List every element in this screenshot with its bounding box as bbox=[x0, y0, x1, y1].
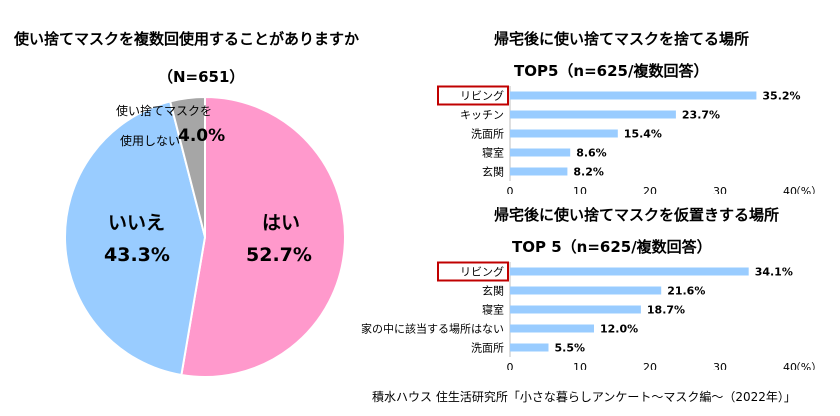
bar2-chart: リビング 34.1% 玄関 21.6% 寝室 18.7% 家の中に該当する場所はない 12.0… bbox=[361, 261, 822, 370]
bar1-value-label: 35.2% bbox=[762, 90, 800, 103]
bar1-value-label: 23.7% bbox=[682, 109, 720, 122]
pie-label-hai: はい bbox=[262, 212, 301, 234]
bar2-value-label: 12.0% bbox=[600, 323, 638, 336]
pie-slice-no-use bbox=[168, 95, 206, 238]
bar1-category-label: 寝室 bbox=[482, 146, 504, 160]
bar1-chart: リビング 35.2% キッチン 23.7% 洗面所 15.4% 寝室 8.6% 玄関 8.2% 0 1… bbox=[437, 85, 822, 194]
bar2-value-label: 18.7% bbox=[647, 304, 685, 317]
bar1-x-tick: 40 bbox=[783, 185, 797, 194]
bar2-x-tick: 10 bbox=[573, 361, 587, 370]
bar2-category-label: 寝室 bbox=[482, 303, 504, 317]
bar1-bar bbox=[510, 148, 571, 157]
bar2-highlight-box bbox=[437, 261, 509, 282]
bar1-category-label: 洗面所 bbox=[471, 128, 504, 141]
bar2-subtitle: TOP 5（n=625/複数回答） bbox=[512, 238, 712, 256]
bar1-bar bbox=[510, 91, 757, 100]
bar2-x-unit: （%） bbox=[790, 361, 822, 370]
bar1-bar bbox=[510, 167, 568, 176]
pie-label-no-use: 使い捨てマスクを bbox=[116, 104, 213, 118]
pie-label-iie: いいえ bbox=[108, 212, 166, 234]
bar2-category-label: 洗面所 bbox=[471, 342, 504, 355]
bar2-bar bbox=[510, 286, 662, 295]
bar1-value-label: 15.4% bbox=[624, 128, 662, 141]
bar1-x-tick: 20 bbox=[643, 185, 657, 194]
bar2-bar bbox=[510, 343, 549, 352]
pie-slice-iie bbox=[64, 100, 207, 377]
pie-subtitle: （N=651） bbox=[158, 68, 245, 86]
bar2-category-label: 玄関 bbox=[482, 284, 504, 298]
credit: 積水ハウス 住生活研究所「小さな暮らしアンケート～マスク編～（2022年）」 bbox=[372, 390, 796, 404]
bar1-x-tick: 10 bbox=[573, 185, 587, 194]
pie-chart bbox=[64, 95, 346, 378]
bar2-x-tick: 30 bbox=[713, 361, 727, 370]
bar2-x-tick: 20 bbox=[643, 361, 657, 370]
bar2-category-label: 家の中に該当する場所はない bbox=[361, 322, 504, 336]
bar1-x-tick: 30 bbox=[713, 185, 727, 194]
bar1-x-tick: 0 bbox=[507, 185, 514, 194]
bar2-value-label: 34.1% bbox=[755, 266, 793, 279]
bar2-bar bbox=[510, 324, 594, 333]
bar2-bar bbox=[510, 267, 749, 276]
bar1-subtitle: TOP5（n=625/複数回答） bbox=[514, 62, 709, 80]
bar2-x-tick: 40 bbox=[783, 361, 797, 370]
pie-label-iie-pct: 43.3% bbox=[104, 244, 170, 266]
bar1-category-label: キッチン bbox=[460, 109, 504, 122]
bar2-bar bbox=[510, 305, 641, 314]
bar2-value-label: 21.6% bbox=[667, 285, 705, 298]
bar2-x-tick: 0 bbox=[507, 361, 514, 370]
pie-title: 使い捨てマスクを複数回使用することがありますか bbox=[14, 30, 360, 48]
bar1-title: 帰宅後に使い捨てマスクを捨てる場所 bbox=[494, 30, 750, 48]
pie-label-hai-pct: 52.7% bbox=[246, 244, 312, 266]
bar2-value-label: 5.5% bbox=[555, 342, 586, 355]
bar1-highlight-box bbox=[437, 85, 509, 106]
bar1-category-label: リビング bbox=[460, 89, 504, 103]
bar1-value-label: 8.2% bbox=[573, 166, 604, 179]
bar1-category-label: 玄関 bbox=[482, 165, 504, 179]
bar1-value-label: 8.6% bbox=[576, 147, 607, 160]
bar1-bar bbox=[510, 110, 676, 119]
pie-label-no-use-2: 使用しない bbox=[120, 134, 181, 148]
bar1-x-unit: （%） bbox=[790, 185, 822, 194]
bar2-title: 帰宅後に使い捨てマスクを仮置きする場所 bbox=[494, 206, 780, 224]
bar1-bar bbox=[510, 129, 618, 138]
pie-label-no-use-pct: 4.0% bbox=[178, 126, 226, 146]
pie-slice-hai bbox=[180, 95, 346, 378]
bar2-category-label: リビング bbox=[460, 265, 504, 279]
